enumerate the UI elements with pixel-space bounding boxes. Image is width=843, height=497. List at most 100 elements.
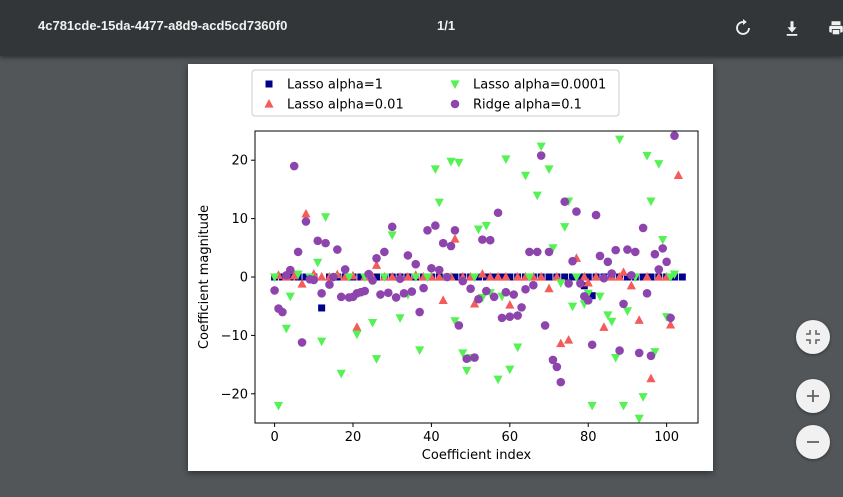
- document-title: 4c781cde-15da-4477-a8d9-acd5cd7360f0: [38, 18, 288, 33]
- data-point: [399, 289, 409, 298]
- legend-label: Ridge alpha=0.1: [473, 98, 582, 113]
- data-point: [419, 283, 428, 293]
- data-point: [387, 272, 397, 281]
- legend-label: Lasso alpha=0.01: [287, 98, 404, 113]
- data-point: [576, 279, 585, 288]
- download-button[interactable]: [778, 14, 806, 42]
- data-point: [368, 318, 378, 328]
- data-point: [270, 286, 279, 295]
- data-point: [493, 272, 503, 281]
- data-point: [583, 289, 593, 299]
- data-point: [333, 245, 342, 254]
- x-tick-label: 20: [345, 430, 362, 445]
- data-point: [638, 223, 648, 233]
- zoom-in-button[interactable]: [796, 379, 830, 413]
- fit-page-button[interactable]: [796, 320, 830, 354]
- data-point: [301, 217, 311, 226]
- data-point: [599, 322, 609, 331]
- data-point: [473, 225, 484, 235]
- data-point: [403, 251, 413, 260]
- data-point: [489, 292, 499, 302]
- data-point: [336, 369, 346, 379]
- data-point: [611, 245, 620, 255]
- data-point: [567, 302, 578, 312]
- data-point: [293, 247, 303, 257]
- data-point: [678, 273, 686, 281]
- data-point: [411, 259, 421, 269]
- data-point: [285, 292, 295, 302]
- data-point: [430, 165, 440, 174]
- data-point: [670, 131, 679, 140]
- data-point: [595, 292, 605, 302]
- data-point: [552, 362, 562, 372]
- data-point: [469, 298, 480, 308]
- data-point: [583, 277, 593, 287]
- data-point: [297, 338, 307, 347]
- data-point: [458, 349, 468, 358]
- data-point: [380, 247, 389, 257]
- data-point: [569, 273, 577, 281]
- data-point: [501, 272, 511, 281]
- data-point: [646, 197, 656, 207]
- y-tick-label: 0: [240, 271, 248, 286]
- data-point: [344, 273, 354, 282]
- data-point: [560, 197, 570, 206]
- data-point: [591, 210, 601, 220]
- rotate-button[interactable]: [729, 14, 757, 42]
- data-point: [340, 265, 350, 274]
- data-point: [391, 293, 401, 302]
- data-point: [336, 292, 346, 302]
- data-point: [646, 351, 656, 361]
- zoom-out-button[interactable]: [796, 425, 830, 459]
- data-point: [654, 272, 664, 281]
- data-point: [383, 288, 393, 298]
- data-point: [611, 353, 621, 363]
- data-point: [647, 273, 655, 281]
- data-point: [317, 272, 327, 281]
- print-button[interactable]: [822, 14, 843, 42]
- data-point: [293, 270, 303, 280]
- data-point: [658, 236, 668, 245]
- data-point: [357, 273, 365, 281]
- data-point: [458, 276, 468, 286]
- legend-label: Lasso alpha=0.0001: [473, 78, 606, 93]
- data-point: [658, 244, 668, 253]
- download-icon: [786, 21, 798, 36]
- data-point: [576, 273, 584, 281]
- data-point: [532, 247, 542, 257]
- data-point: [561, 273, 569, 281]
- data-point: [360, 286, 370, 296]
- data-point: [615, 346, 624, 355]
- data-point: [450, 317, 460, 326]
- data-point: [556, 338, 566, 348]
- data-point: [317, 289, 326, 298]
- data-point: [273, 401, 284, 411]
- y-tick-label: 20: [231, 154, 248, 169]
- x-tick-label: 80: [580, 430, 597, 445]
- data-point: [544, 165, 554, 174]
- data-point: [607, 269, 617, 278]
- data-point: [614, 135, 625, 145]
- page-indicator: 1/1: [437, 18, 456, 33]
- data-point: [478, 235, 487, 244]
- data-point: [524, 273, 535, 282]
- data-point: [536, 142, 546, 152]
- data-point: [450, 234, 460, 243]
- data-point: [627, 270, 636, 280]
- data-point: [583, 296, 593, 305]
- data-point: [427, 263, 436, 273]
- data-point: [371, 260, 382, 269]
- data-point: [572, 207, 581, 216]
- data-point: [654, 265, 664, 274]
- data-point: [505, 365, 515, 375]
- data-point: [545, 273, 553, 281]
- x-axis-label: Coefficient index: [422, 448, 532, 463]
- data-point: [466, 284, 475, 293]
- data-point: [564, 335, 574, 344]
- data-point: [387, 231, 397, 240]
- data-point: [485, 272, 495, 281]
- x-tick-label: 100: [654, 430, 679, 445]
- data-point: [501, 155, 511, 165]
- data-point: [320, 213, 331, 222]
- data-point: [481, 222, 491, 231]
